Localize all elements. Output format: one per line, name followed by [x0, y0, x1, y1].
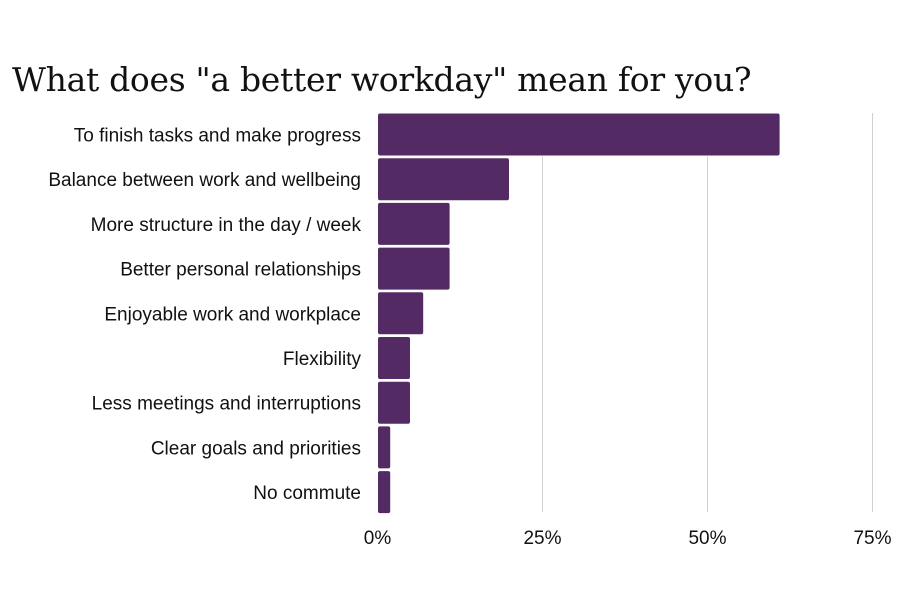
x-tick-label: 75%: [853, 528, 891, 549]
bar: [377, 246, 451, 291]
bar: [377, 425, 392, 470]
category-label: No commute: [253, 483, 361, 504]
category-label: To finish tasks and make progress: [74, 126, 361, 147]
bar: [377, 291, 425, 336]
bar: [377, 470, 392, 515]
category-label: More structure in the day / week: [91, 215, 362, 236]
category-label: Enjoyable work and workplace: [104, 304, 361, 325]
bar: [377, 112, 781, 157]
x-tick-label: 50%: [688, 528, 726, 549]
x-tick-label: 0%: [364, 528, 392, 549]
category-label: Flexibility: [283, 349, 362, 370]
category-label: Better personal relationships: [120, 260, 361, 281]
x-tick-label: 25%: [523, 528, 561, 549]
bar: [377, 201, 451, 246]
bar: [377, 157, 510, 202]
bar: [377, 380, 411, 425]
chart-title: What does "a better workday" mean for yo…: [12, 60, 752, 99]
category-label: Balance between work and wellbeing: [48, 170, 361, 191]
bar: [377, 336, 411, 380]
category-label: Less meetings and interruptions: [92, 394, 361, 415]
category-label: Clear goals and priorities: [151, 438, 361, 459]
